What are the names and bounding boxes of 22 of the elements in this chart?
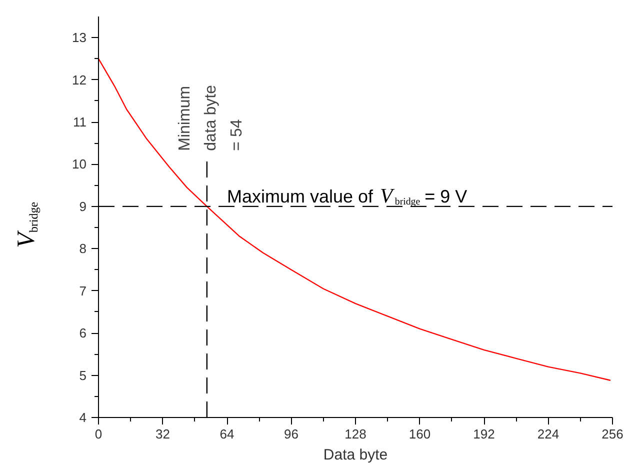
x-tick-label: 64	[220, 426, 234, 442]
y-tick-label: 12	[72, 72, 87, 88]
x-tick-label: 160	[408, 426, 431, 442]
y-tick-label: 4	[79, 410, 87, 425]
ref-line-label: Minimum data byte = 54	[176, 84, 246, 151]
x-axis-title: Data byte	[323, 446, 388, 464]
y-tick-label: 7	[79, 283, 87, 298]
x-tick-label: 0	[94, 426, 102, 442]
y-tick-label: 11	[73, 114, 87, 130]
y-tick-label: 9	[79, 198, 87, 214]
x-tick-label: 224	[537, 426, 560, 442]
line-series	[98, 58, 612, 381]
x-tick-label: 32	[156, 426, 170, 442]
y-tick-label: 13	[72, 30, 87, 46]
x-tick-label: 128	[344, 426, 366, 442]
x-tick-label: 192	[473, 426, 495, 442]
x-tick-label: 96	[284, 426, 298, 442]
x-tick-label: 256	[602, 426, 624, 442]
y-tick-label: 6	[79, 326, 87, 341]
y-tick-label: 5	[79, 368, 87, 383]
y-tick-label: 10	[72, 156, 87, 172]
y-tick-label: 8	[79, 241, 87, 256]
